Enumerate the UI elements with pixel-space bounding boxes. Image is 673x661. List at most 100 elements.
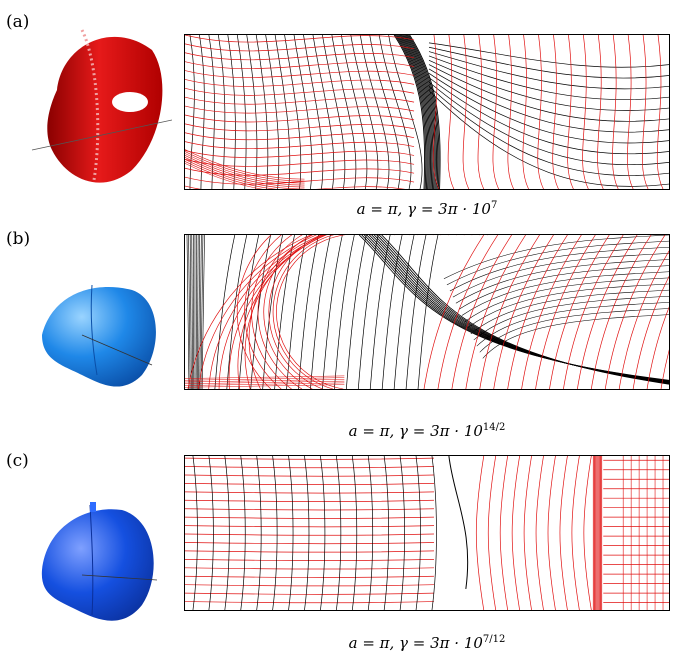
mesh-line-red	[604, 235, 666, 389]
mesh-line-black	[293, 35, 313, 189]
mesh-line-red	[475, 456, 485, 610]
mesh-line-red	[507, 235, 568, 389]
mesh-line-red	[185, 559, 434, 561]
mesh-line-red	[451, 235, 512, 389]
mesh-line-red	[577, 235, 638, 389]
mesh-line-red	[185, 35, 415, 43]
mesh-line-red	[646, 306, 669, 389]
mesh-line-black	[431, 456, 437, 610]
mesh-line-black	[198, 235, 201, 389]
mesh-line-black	[409, 35, 441, 189]
caption-c-text: a = π, γ = 3π · 10	[348, 634, 483, 652]
mesh-line-red	[185, 70, 415, 78]
mesh-line-black	[256, 456, 262, 610]
mesh-line-black	[393, 35, 426, 189]
mesh-line-red	[492, 35, 500, 189]
mesh-line-black	[446, 240, 669, 286]
mesh-line-black	[255, 35, 269, 189]
mesh-line-black	[265, 35, 280, 189]
mesh-line-red	[462, 35, 470, 189]
mesh-line-red	[499, 456, 509, 610]
mesh-line-black	[428, 77, 669, 155]
mesh-line-black	[197, 235, 199, 389]
mesh-line-black	[470, 289, 669, 335]
mesh-line-black	[226, 235, 248, 389]
panel-b-label: (b)	[6, 229, 31, 249]
mesh-line-black	[322, 235, 343, 389]
mesh-line-red	[511, 456, 520, 610]
mesh-line-red	[185, 525, 434, 528]
mesh-line-red	[521, 235, 582, 389]
mesh-line-black	[189, 35, 195, 189]
caption-a-text: a = π, γ = 3π · 10	[356, 200, 491, 218]
mesh-line-black	[400, 35, 433, 189]
mesh-line-red	[185, 105, 415, 114]
caption-b-text: a = π, γ = 3π · 10	[348, 422, 483, 440]
mesh-line-red	[559, 456, 568, 610]
mesh-line-black	[246, 35, 258, 189]
mesh-line-red	[185, 132, 415, 141]
mesh-line-red	[185, 466, 434, 469]
mesh-line-black	[449, 246, 669, 292]
mesh-line-black	[448, 456, 469, 589]
mesh-line-red	[276, 235, 372, 389]
mesh-line-black	[336, 456, 342, 610]
mesh-line-red	[612, 35, 619, 189]
mesh-line-red	[185, 575, 434, 578]
mesh-line-black	[393, 235, 415, 389]
mesh-line-black	[191, 235, 193, 389]
mesh-line-black	[208, 456, 214, 610]
mesh-line-red	[185, 155, 305, 186]
caption-a: a = π, γ = 3π · 107	[184, 200, 670, 218]
mesh-line-red	[185, 491, 434, 494]
mesh-line-black	[405, 35, 437, 189]
mesh-line-black	[415, 456, 421, 610]
mesh-line-red	[272, 235, 379, 389]
mesh-line-red	[582, 35, 589, 189]
mesh-line-red	[185, 61, 415, 70]
mesh-line-red	[185, 153, 305, 184]
mesh-line-black	[428, 73, 669, 144]
mesh-line-red	[185, 79, 415, 87]
mesh-line-red	[477, 35, 485, 189]
mesh-line-red	[185, 114, 415, 123]
mesh-line-red	[185, 382, 345, 386]
mesh-line-red	[185, 533, 434, 536]
surface-b-thumbnail	[22, 255, 172, 425]
mesh-line-black	[312, 35, 335, 189]
mesh-line-red	[218, 235, 465, 389]
mesh-line-black	[399, 456, 405, 610]
mesh-line-red	[248, 235, 434, 389]
mesh-line-black	[479, 308, 669, 353]
mesh-line-red	[185, 483, 434, 486]
mesh-line-red	[185, 163, 263, 189]
mesh-line-black	[408, 35, 440, 189]
mesh-line-black	[383, 456, 389, 610]
mesh-line-black	[334, 235, 355, 389]
mesh-line-black	[406, 35, 439, 189]
mesh-line-black	[358, 235, 669, 381]
mesh-line-red	[185, 592, 434, 595]
surface-a-thumbnail	[22, 20, 173, 190]
mesh-line-red	[507, 35, 514, 189]
mesh-line-red	[185, 567, 434, 570]
mesh-line-black	[272, 456, 278, 610]
mesh-line-black	[224, 456, 230, 610]
mesh-line-black	[288, 456, 294, 610]
mesh-line-red	[535, 456, 544, 610]
mesh-line-red	[590, 235, 652, 389]
mesh-line-black	[428, 64, 669, 122]
mesh-line-black	[357, 235, 379, 389]
mesh-line-red	[185, 377, 345, 381]
mesh-line-red	[597, 35, 604, 189]
mesh-line-black	[397, 35, 429, 189]
mesh-line-black	[428, 90, 669, 187]
mesh-line-black	[322, 35, 346, 189]
mesh-line-black	[199, 235, 202, 389]
caption-b: a = π, γ = 3π · 1014/2	[184, 422, 670, 440]
mesh-line-black	[238, 235, 260, 389]
mesh-line-red	[571, 456, 580, 610]
panel-a-label: (a)	[6, 12, 30, 32]
mesh-line-red	[236, 235, 426, 389]
mesh-line-red	[244, 235, 418, 389]
